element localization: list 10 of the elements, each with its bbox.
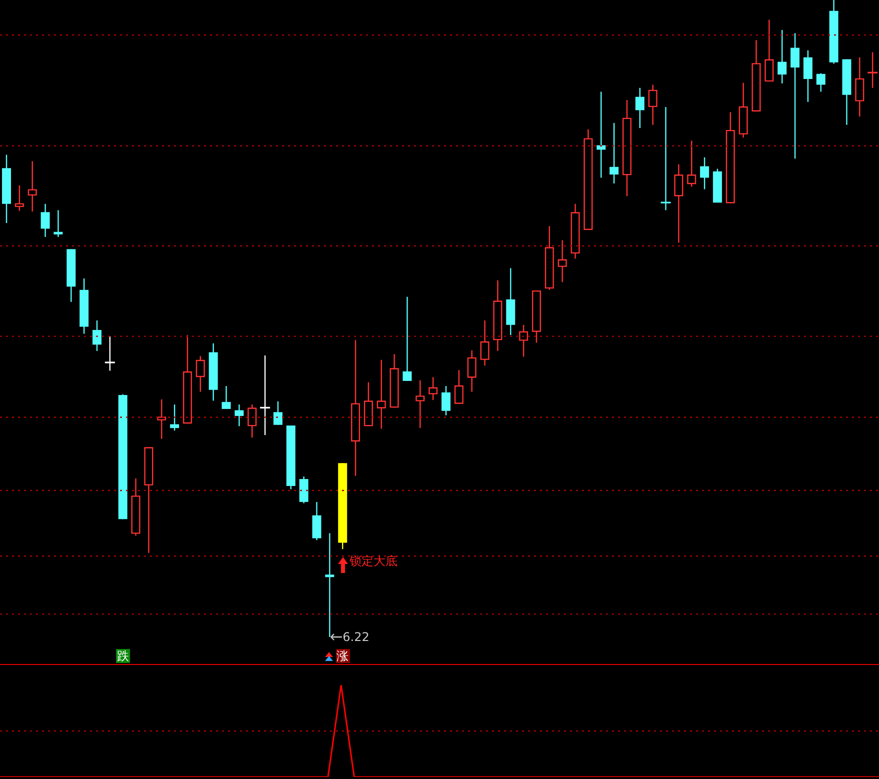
candlestick (660, 107, 671, 210)
annotation: 锁定大底 (350, 554, 398, 568)
annotation: 6.22 (342, 630, 370, 644)
candlestick (325, 533, 334, 637)
candlestick (674, 164, 684, 243)
text: 涨 (336, 649, 350, 663)
candlestick (402, 296, 412, 381)
text: 跌 (116, 649, 130, 663)
candlestick (558, 240, 567, 282)
candlestick (54, 210, 63, 237)
